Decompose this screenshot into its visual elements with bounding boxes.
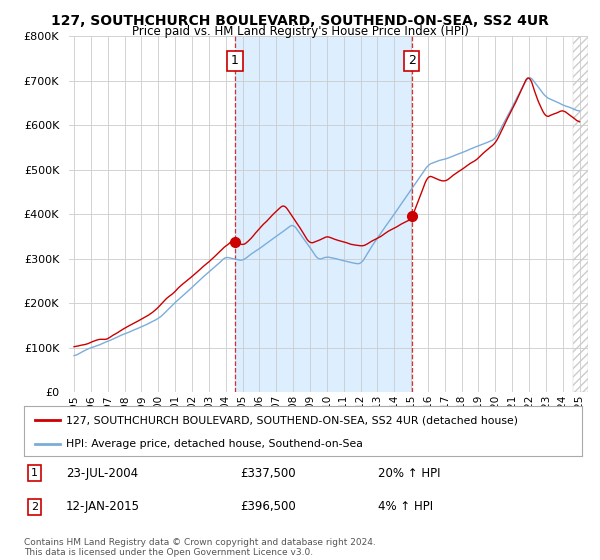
Text: 1: 1 — [31, 468, 38, 478]
Text: 127, SOUTHCHURCH BOULEVARD, SOUTHEND-ON-SEA, SS2 4UR (detached house): 127, SOUTHCHURCH BOULEVARD, SOUTHEND-ON-… — [66, 415, 518, 425]
Bar — [235, 36, 412, 392]
Text: 23-JUL-2004: 23-JUL-2004 — [66, 466, 138, 480]
Text: 12-JAN-2015: 12-JAN-2015 — [66, 500, 140, 514]
Text: 1: 1 — [231, 54, 239, 67]
Text: 20% ↑ HPI: 20% ↑ HPI — [378, 466, 440, 480]
Text: £396,500: £396,500 — [240, 500, 296, 514]
Text: 127, SOUTHCHURCH BOULEVARD, SOUTHEND-ON-SEA, SS2 4UR: 127, SOUTHCHURCH BOULEVARD, SOUTHEND-ON-… — [51, 14, 549, 28]
Text: Contains HM Land Registry data © Crown copyright and database right 2024.
This d: Contains HM Land Registry data © Crown c… — [24, 538, 376, 557]
Text: Price paid vs. HM Land Registry's House Price Index (HPI): Price paid vs. HM Land Registry's House … — [131, 25, 469, 38]
Text: HPI: Average price, detached house, Southend-on-Sea: HPI: Average price, detached house, Sout… — [66, 439, 363, 449]
Text: 2: 2 — [31, 502, 38, 512]
Text: £337,500: £337,500 — [240, 466, 296, 480]
Text: 4% ↑ HPI: 4% ↑ HPI — [378, 500, 433, 514]
Text: 2: 2 — [408, 54, 416, 67]
Bar — [573, 36, 588, 392]
